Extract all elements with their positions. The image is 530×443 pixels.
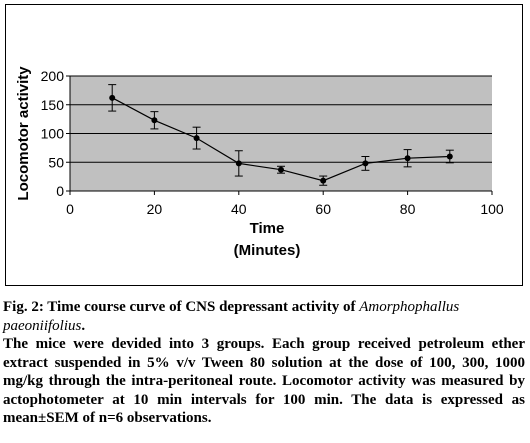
caption-title-end: .: [81, 317, 86, 334]
x-axis-title: Time: [250, 220, 285, 237]
y-tick-label: 150: [41, 97, 65, 113]
x-tick-label: 20: [147, 201, 163, 217]
caption-body: The mice were devided into 3 groups. Eac…: [3, 336, 525, 426]
x-tick-label: 80: [400, 201, 416, 217]
data-point: [278, 166, 284, 173]
data-point: [151, 117, 158, 124]
x-tick-label: 100: [480, 201, 504, 217]
y-tick-label: 200: [41, 68, 65, 84]
x-tick-label: 0: [66, 201, 74, 217]
data-point: [320, 177, 327, 184]
figure-caption: Fig. 2: Time course curve of CNS depress…: [3, 298, 525, 428]
data-point: [235, 160, 242, 167]
x-axis-unit: (Minutes): [234, 242, 301, 259]
y-tick-label: 0: [56, 183, 64, 199]
caption-title: Fig. 2: Time course curve of CNS depress…: [3, 298, 525, 335]
data-point: [109, 94, 116, 101]
data-point: [404, 155, 411, 162]
y-tick-label: 50: [48, 154, 64, 170]
chart-panel: 0 50 100 150 200 0 20 40 60 80 100 Time (Minutes) Loc…: [5, 4, 523, 286]
y-tick-label: 100: [41, 126, 65, 142]
caption-species-epithet: paeoniifolius: [3, 317, 82, 334]
line-chart: 0 50 100 150 200 0 20 40 60 80 100 Time (Minutes) Loc…: [15, 66, 504, 259]
caption-fig-label: Fig. 2: Time course curve of CNS depress…: [3, 299, 360, 315]
data-point: [362, 160, 369, 167]
data-point: [193, 135, 200, 142]
y-axis-title: Locomotor activity: [15, 66, 32, 201]
x-tick-label: 40: [231, 201, 247, 217]
data-point: [446, 153, 453, 160]
x-tick-label: 60: [315, 201, 331, 217]
caption-species-genus: Amorphophallus: [359, 299, 460, 315]
